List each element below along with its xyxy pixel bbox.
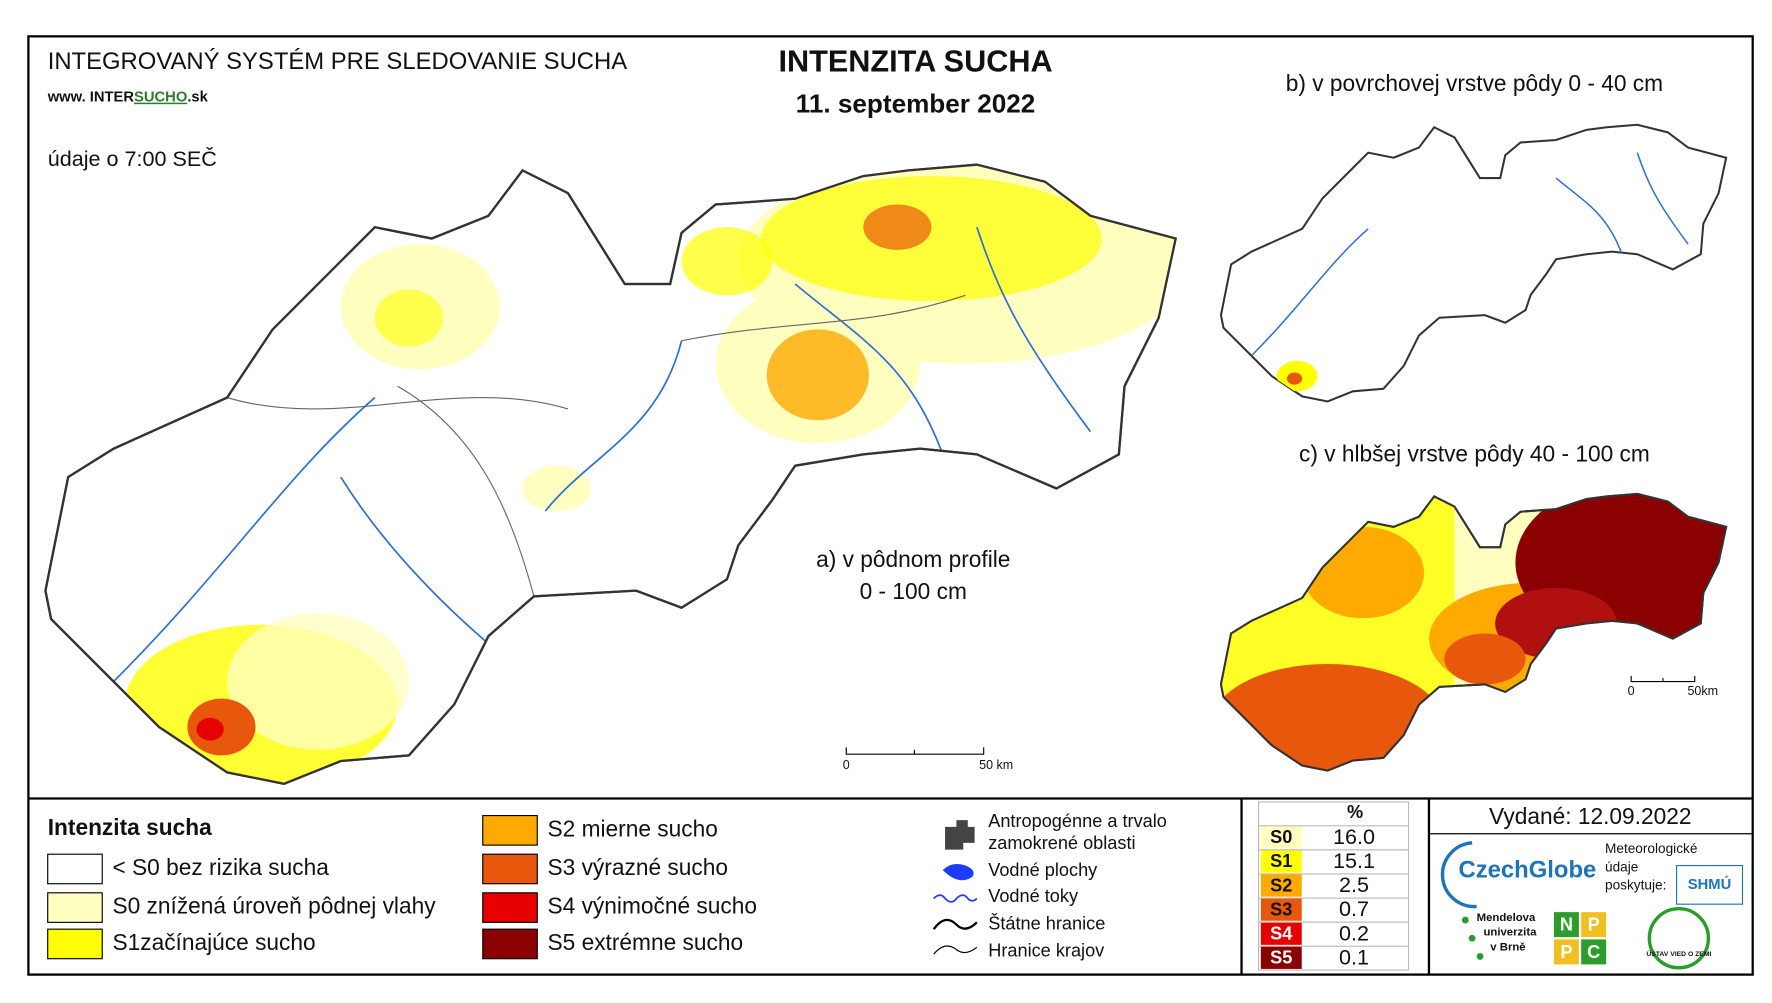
table-code: S5 bbox=[1270, 947, 1292, 967]
legend-swatch bbox=[47, 928, 103, 960]
table-value: 0.7 bbox=[1339, 896, 1369, 921]
nppc-cell bbox=[1553, 939, 1579, 965]
table-code: S3 bbox=[1270, 899, 1292, 919]
shmu-note: Meteorologické bbox=[1605, 841, 1697, 856]
table-swatch bbox=[1260, 946, 1302, 969]
legend-label: S1začínajúce sucho bbox=[112, 929, 315, 955]
symbol-label: Antropogénne a trvalo bbox=[988, 811, 1167, 831]
table-code: S0 bbox=[1270, 827, 1292, 847]
shmu-logo bbox=[1676, 864, 1744, 905]
river-icon bbox=[933, 894, 978, 903]
symbol-label: zamokrené oblasti bbox=[988, 833, 1135, 853]
dot bbox=[1468, 934, 1476, 942]
symbol-legend bbox=[932, 820, 978, 955]
legend-swatch bbox=[482, 853, 538, 885]
legend-label: S5 extrémne sucho bbox=[548, 929, 744, 955]
table-code: S1 bbox=[1270, 851, 1292, 871]
nppc-logo: N PP C bbox=[1553, 912, 1607, 965]
legend-label: S2 mierne sucho bbox=[548, 815, 718, 841]
date: 11. september 2022 bbox=[796, 89, 1035, 119]
scale-bar bbox=[1630, 675, 1696, 683]
nppc-cell bbox=[1581, 939, 1607, 965]
dot bbox=[1461, 916, 1469, 924]
scale-label: 50km bbox=[1687, 684, 1718, 698]
main-map-label: a) v pôdnom profile bbox=[816, 546, 1010, 572]
table-value: 15.1 bbox=[1333, 848, 1375, 873]
region-icon bbox=[933, 945, 978, 955]
nppc-letter: P bbox=[1588, 915, 1600, 935]
deep-map-label: c) v hlbšej vrstve pôdy 40 - 100 cm bbox=[1299, 440, 1650, 466]
symbol-label: Hranice krajov bbox=[988, 941, 1105, 961]
table-header: % bbox=[1347, 802, 1363, 822]
legend: < S0 bez rizika sucha S0 znížená úroveň p… bbox=[47, 815, 757, 960]
dot bbox=[1476, 953, 1484, 960]
stats-table: % S0 16.0 S1 15.1 S2 2.5 S3 0.7 S4 0.2 S5 0.1 bbox=[1258, 801, 1410, 971]
table-value: 2.5 bbox=[1339, 872, 1369, 897]
main-map bbox=[44, 163, 1177, 785]
nppc-letter: C bbox=[1587, 942, 1600, 962]
legend-title: Intenzita sucha bbox=[48, 814, 212, 840]
table-swatch bbox=[1260, 849, 1302, 873]
legend-label: S4 výnimočné sucho bbox=[548, 893, 757, 919]
legend-swatch bbox=[482, 815, 538, 846]
water-icon bbox=[942, 864, 974, 881]
legend-swatch bbox=[482, 928, 538, 960]
border-icon bbox=[932, 918, 978, 930]
table-border bbox=[1258, 801, 1410, 971]
mendel: Mendelova bbox=[1477, 912, 1536, 924]
legend-label: < S0 bez rizika sucha bbox=[112, 854, 329, 880]
website: www. INTERSUCHO.sk bbox=[47, 90, 209, 106]
issued: Vydané: 12.09.2022 bbox=[1489, 803, 1691, 829]
scale-label: 0 bbox=[1628, 684, 1635, 698]
shmu-note: poskytuje: bbox=[1605, 878, 1666, 893]
uvz-logo bbox=[1647, 907, 1711, 970]
nppc-letter: P bbox=[1560, 942, 1572, 962]
legend-label: S3 výrazné sucho bbox=[548, 854, 728, 880]
scale-bar bbox=[845, 747, 985, 755]
surface-map-label: b) v povrchovej vrstve pôdy 0 - 40 cm bbox=[1286, 70, 1663, 96]
nppc-cell bbox=[1553, 912, 1579, 938]
scale-label: 50 km bbox=[979, 758, 1013, 772]
legend-swatch bbox=[47, 853, 103, 885]
legend-swatch bbox=[47, 892, 103, 923]
shmu: SHMÚ bbox=[1688, 875, 1731, 893]
main-map-label: 0 - 100 cm bbox=[860, 578, 967, 604]
nppc-cell bbox=[1581, 912, 1607, 938]
symbol-label: Vodné plochy bbox=[988, 860, 1098, 880]
shmu-note: údaje bbox=[1605, 859, 1638, 874]
uvz: ÚSTAV VIED O ZEMI bbox=[1646, 949, 1711, 958]
table-code: S4 bbox=[1270, 923, 1292, 943]
table-value: 0.1 bbox=[1339, 944, 1369, 969]
czechglobe-logo bbox=[1440, 841, 1477, 909]
table-code: S2 bbox=[1270, 875, 1292, 895]
scale-label: 0 bbox=[843, 758, 850, 772]
table-swatch bbox=[1260, 825, 1302, 849]
czechglobe: CzechGlobe bbox=[1458, 857, 1596, 884]
table-swatch bbox=[1260, 922, 1302, 945]
table-swatch bbox=[1260, 873, 1302, 897]
urban-icon bbox=[945, 820, 975, 850]
title: INTENZITA SUCHA bbox=[778, 45, 1052, 79]
nppc-letter: N bbox=[1560, 915, 1573, 935]
system-title: INTEGROVANÝ SYSTÉM PRE SLEDOVANIE SUCHA bbox=[48, 48, 628, 75]
surface-map bbox=[1219, 123, 1728, 403]
time-note: údaje o 7:00 SEČ bbox=[48, 146, 217, 171]
symbol-label: Vodné toky bbox=[988, 886, 1079, 906]
mendel: univerzita bbox=[1483, 927, 1537, 939]
table-value: 0.2 bbox=[1339, 920, 1369, 945]
legend-label: S0 znížená úroveň pôdnej vlahy bbox=[112, 893, 436, 919]
table-value: 16.0 bbox=[1333, 824, 1375, 849]
mendel: v Brně bbox=[1490, 941, 1525, 953]
symbol-label: Štátne hranice bbox=[988, 912, 1105, 933]
legend-swatch bbox=[482, 892, 538, 923]
table-swatch bbox=[1260, 898, 1302, 921]
